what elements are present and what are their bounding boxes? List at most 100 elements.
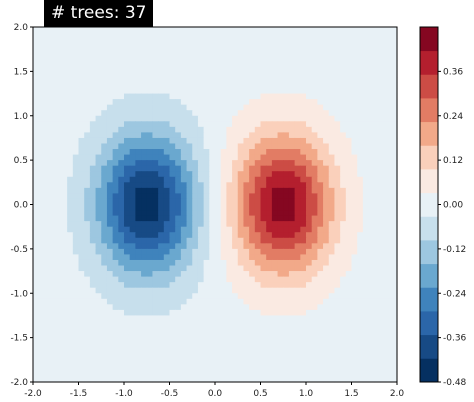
heatmap-cell <box>192 38 199 45</box>
heatmap-cell <box>33 376 40 383</box>
heatmap-cell <box>288 232 296 239</box>
heatmap-cell <box>306 176 313 183</box>
heatmap-cell <box>129 237 136 244</box>
heatmap-cell <box>243 171 250 178</box>
heatmap-cell <box>249 309 256 317</box>
heatmap-cell <box>175 354 182 361</box>
heatmap-cell <box>391 370 398 378</box>
heatmap-cell <box>106 226 114 233</box>
heatmap-cell <box>72 115 80 122</box>
heatmap-cell <box>197 304 205 311</box>
heatmap-cell <box>254 121 262 128</box>
heatmap-cell <box>340 332 347 339</box>
heatmap-cell <box>197 182 205 189</box>
heatmap-cell <box>33 71 40 78</box>
heatmap-cell <box>357 165 364 172</box>
heatmap-cell <box>323 82 330 89</box>
heatmap-cell <box>351 76 358 84</box>
heatmap-cell <box>351 43 358 50</box>
heatmap-cell <box>368 171 375 178</box>
heatmap-cell <box>61 160 68 167</box>
heatmap-cell <box>362 154 370 161</box>
heatmap-cell <box>209 137 216 145</box>
heatmap-cell <box>271 93 279 100</box>
heatmap-cell <box>374 326 381 333</box>
heatmap-cell <box>118 204 125 211</box>
heatmap-cell <box>95 287 102 294</box>
heatmap-cell <box>306 276 313 283</box>
heatmap-cell <box>118 337 125 344</box>
heatmap-cell <box>323 226 330 233</box>
heatmap-cell <box>283 149 290 156</box>
heatmap-cell <box>237 320 245 328</box>
heatmap-cell <box>374 248 381 256</box>
heatmap-cell <box>345 226 353 233</box>
heatmap-cell <box>237 259 245 267</box>
heatmap-cell <box>323 110 330 117</box>
heatmap-cell <box>169 165 176 172</box>
heatmap-cell <box>186 160 193 167</box>
heatmap-cell <box>158 243 165 250</box>
heatmap-cell <box>197 271 205 278</box>
heatmap-cell <box>89 132 97 139</box>
heatmap-cell <box>277 171 284 178</box>
heatmap-cell <box>351 226 358 233</box>
heatmap-cell <box>260 370 267 378</box>
heatmap-cell <box>78 38 85 45</box>
heatmap-cell <box>209 182 216 189</box>
heatmap-cell <box>379 104 387 111</box>
heatmap-cell <box>55 332 63 339</box>
heatmap-cell <box>135 315 142 322</box>
heatmap-cell <box>112 27 119 34</box>
heatmap-cell <box>175 187 182 195</box>
heatmap-cell <box>84 332 91 339</box>
heatmap-cell <box>317 315 324 322</box>
heatmap-cell <box>203 282 210 289</box>
heatmap-cell <box>89 176 97 183</box>
heatmap-cell <box>38 315 45 322</box>
heatmap-cell <box>61 232 68 239</box>
heatmap-cell <box>124 287 131 294</box>
heatmap-cell <box>340 76 347 84</box>
heatmap-cell <box>141 221 148 228</box>
heatmap-cell <box>232 176 239 183</box>
heatmap-cell <box>118 104 125 111</box>
heatmap-cell <box>106 149 114 156</box>
heatmap-cell <box>101 43 108 50</box>
heatmap-cell <box>78 49 85 56</box>
heatmap-cell <box>254 160 262 167</box>
heatmap-cell <box>254 32 262 39</box>
heatmap-cell <box>317 115 324 122</box>
heatmap-cell <box>391 99 398 106</box>
heatmap-cell <box>78 265 85 272</box>
heatmap-cell <box>89 49 97 56</box>
heatmap-cell <box>106 104 114 111</box>
heatmap-cell <box>334 365 341 372</box>
heatmap-cell <box>323 320 330 328</box>
heatmap-cell <box>311 304 318 311</box>
heatmap-cell <box>334 320 341 328</box>
heatmap-cell <box>55 43 63 50</box>
heatmap-cell <box>146 276 154 283</box>
heatmap-cell <box>323 198 330 206</box>
heatmap-cell <box>300 271 307 278</box>
heatmap-cell <box>101 232 108 239</box>
heatmap-cell <box>374 343 381 350</box>
heatmap-cell <box>209 93 216 100</box>
heatmap-cell <box>385 149 392 156</box>
heatmap-cell <box>215 309 222 317</box>
heatmap-cell <box>106 76 114 84</box>
heatmap-cell <box>226 132 233 139</box>
heatmap-cell <box>55 176 63 183</box>
heatmap-cell <box>391 265 398 272</box>
heatmap-cell <box>362 43 370 50</box>
heatmap-cell <box>249 370 256 378</box>
heatmap-cell <box>385 60 392 67</box>
heatmap-cell <box>67 337 74 344</box>
heatmap-cell <box>277 104 284 111</box>
heatmap-cell <box>374 215 381 222</box>
heatmap-cell <box>112 126 119 133</box>
heatmap-cell <box>95 315 102 322</box>
heatmap-cell <box>249 210 256 217</box>
heatmap-cell <box>391 93 398 100</box>
